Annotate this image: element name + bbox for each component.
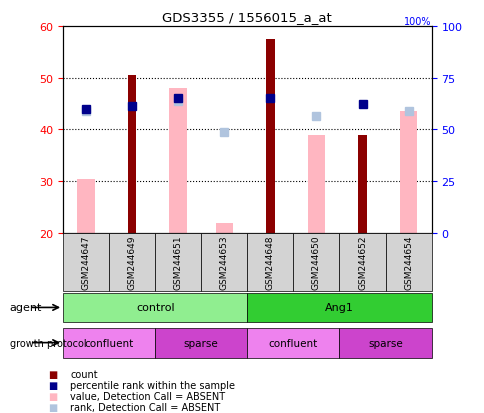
Bar [155, 233, 201, 291]
Bar [358, 135, 366, 233]
Text: ■: ■ [48, 391, 58, 401]
Bar [399, 112, 417, 233]
Bar [109, 233, 155, 291]
Text: GSM244647: GSM244647 [81, 235, 91, 290]
Text: sparse: sparse [183, 338, 218, 348]
Text: GSM244650: GSM244650 [311, 235, 320, 290]
Bar [385, 233, 431, 291]
Text: ■: ■ [48, 402, 58, 412]
Text: value, Detection Call = ABSENT: value, Detection Call = ABSENT [70, 391, 225, 401]
Text: GSM244653: GSM244653 [219, 235, 228, 290]
Bar [339, 328, 431, 358]
Bar [155, 328, 247, 358]
Text: Ang1: Ang1 [324, 303, 353, 313]
Bar [128, 76, 136, 233]
Text: GSM244651: GSM244651 [173, 235, 182, 290]
Bar [247, 293, 431, 323]
Text: rank, Detection Call = ABSENT: rank, Detection Call = ABSENT [70, 402, 220, 412]
Bar [247, 328, 339, 358]
Bar [63, 328, 155, 358]
Bar [266, 40, 274, 233]
Text: growth protocol: growth protocol [10, 338, 86, 348]
Text: sparse: sparse [367, 338, 402, 348]
Bar [247, 233, 293, 291]
Bar [307, 135, 325, 233]
Text: agent: agent [10, 303, 42, 313]
Text: 100%: 100% [403, 17, 431, 27]
Text: count: count [70, 369, 98, 379]
Bar [169, 89, 187, 233]
Bar [201, 233, 247, 291]
Bar [339, 233, 385, 291]
Bar [215, 223, 233, 233]
Text: confluent: confluent [84, 338, 134, 348]
Bar [63, 293, 247, 323]
Text: percentile rank within the sample: percentile rank within the sample [70, 380, 235, 390]
Title: GDS3355 / 1556015_a_at: GDS3355 / 1556015_a_at [162, 11, 332, 24]
Text: GSM244649: GSM244649 [127, 235, 136, 290]
Text: ■: ■ [48, 369, 58, 379]
Text: confluent: confluent [268, 338, 318, 348]
Bar [63, 233, 109, 291]
Text: ■: ■ [48, 380, 58, 390]
Text: GSM244652: GSM244652 [357, 235, 366, 290]
Text: GSM244648: GSM244648 [265, 235, 274, 290]
Text: control: control [136, 303, 174, 313]
Bar [77, 179, 95, 233]
Text: GSM244654: GSM244654 [403, 235, 412, 290]
Bar [293, 233, 339, 291]
